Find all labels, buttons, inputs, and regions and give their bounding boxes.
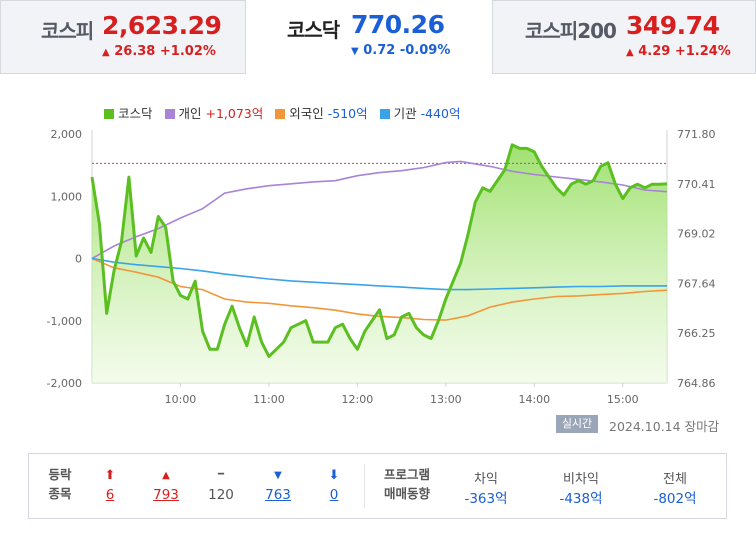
index-change: ▲ 26.38 +1.02% bbox=[102, 44, 216, 59]
x-tick-label: 14:00 bbox=[518, 393, 550, 406]
index-value: 349.74 bbox=[626, 11, 720, 40]
x-tick-label: 11:00 bbox=[253, 393, 285, 406]
y-right-tick-label: 770.41 bbox=[677, 178, 716, 191]
rise-count[interactable]: 793 bbox=[153, 487, 179, 503]
kosdaq-area bbox=[92, 144, 667, 383]
trade-date: 2024.10.14 bbox=[609, 419, 681, 434]
flat-icon: ━ bbox=[217, 469, 225, 480]
upper-limit-icon: ⬆ bbox=[104, 468, 116, 483]
program-arbitrage-header: 차익 bbox=[474, 472, 498, 487]
x-tick-label: 13:00 bbox=[430, 393, 462, 406]
y-right-tick-label: 767.64 bbox=[677, 277, 716, 290]
intraday-chart: 2,000 1,000 0 -1,000 -2,000 771.80 770.41 769.0… bbox=[47, 128, 716, 406]
program-label: 프로그램 매매동향 bbox=[383, 467, 430, 501]
flat-count[interactable]: 120 bbox=[208, 487, 234, 503]
y-left-tick-label: 2,000 bbox=[51, 128, 83, 141]
breadth-label: 등락 종목 bbox=[48, 467, 72, 501]
market-breadth-panel: 등락 종목 ⬆ 6 ▲ 793 ━ 120 ▼ 763 ⬇ 0 프로그램 매매동… bbox=[28, 453, 727, 519]
foreign-line bbox=[91, 257, 668, 321]
index-change: ▼ 0.72 -0.09% bbox=[351, 43, 451, 58]
tab-kospi[interactable]: 코스피 2,623.29 ▲ 26.38 +1.02% bbox=[0, 0, 246, 74]
legend-item-individual[interactable]: 개인 +1,073억 bbox=[164, 103, 263, 122]
y-right-tick-label: 769.02 bbox=[677, 228, 716, 241]
program-arbitrage-value: -363억 bbox=[464, 491, 508, 507]
panel-divider bbox=[364, 464, 365, 508]
legend-swatch bbox=[275, 109, 286, 119]
index-name: 코스닥 bbox=[287, 18, 340, 42]
y-right-tick-label: 771.80 bbox=[677, 128, 716, 141]
index-change: ▲ 4.29 +1.24% bbox=[626, 44, 731, 59]
index-value: 2,623.29 bbox=[102, 11, 222, 40]
upper-limit-count[interactable]: 6 bbox=[105, 487, 115, 503]
y-right-tick-label: 766.25 bbox=[677, 327, 716, 340]
institution-line bbox=[91, 257, 667, 291]
tab-kosdaq[interactable]: 코스닥 770.26 ▼ 0.72 -0.09% bbox=[246, 0, 492, 74]
legend-item-institution[interactable]: 기관 -440억 bbox=[379, 103, 460, 122]
y-right-tick-label: 764.86 bbox=[677, 377, 716, 390]
up-arrow-icon: ▲ bbox=[102, 47, 110, 58]
legend-swatch bbox=[379, 109, 390, 119]
program-nonarbitrage-value: -438억 bbox=[559, 491, 603, 507]
date-status: 2024.10.14 장마감 bbox=[609, 416, 719, 435]
lower-limit-icon: ⬇ bbox=[328, 468, 340, 483]
fall-icon: ▼ bbox=[274, 470, 282, 481]
legend-swatch bbox=[164, 109, 175, 119]
legend-item-foreign[interactable]: 외국인 -510억 bbox=[275, 103, 368, 122]
program-nonarbitrage-header: 비차익 bbox=[563, 472, 599, 487]
program-total-value: -802억 bbox=[653, 491, 697, 507]
lower-limit-count[interactable]: 0 bbox=[329, 487, 339, 503]
y-left-tick-label: 1,000 bbox=[51, 190, 83, 203]
realtime-button[interactable]: 실시간 bbox=[556, 415, 598, 433]
index-value: 770.26 bbox=[351, 10, 445, 39]
program-total-header: 전체 bbox=[663, 472, 687, 487]
legend-item-kosdaq[interactable]: 코스닥 bbox=[104, 103, 153, 122]
y-left-tick-label: -1,000 bbox=[47, 315, 82, 328]
index-name: 코스피 bbox=[41, 19, 94, 43]
tab-kospi200[interactable]: 코스피200 349.74 ▲ 4.29 +1.24% bbox=[492, 0, 756, 74]
fall-count[interactable]: 763 bbox=[265, 487, 291, 503]
up-arrow-icon: ▲ bbox=[626, 47, 634, 58]
market-status: 장마감 bbox=[684, 419, 720, 434]
individual-line bbox=[91, 160, 668, 260]
down-arrow-icon: ▼ bbox=[351, 46, 359, 57]
index-name: 코스피200 bbox=[525, 19, 617, 43]
x-tick-label: 15:00 bbox=[607, 393, 639, 406]
x-tick-label: 12:00 bbox=[342, 393, 374, 406]
rise-icon: ▲ bbox=[162, 470, 170, 481]
kosdaq-line bbox=[90, 143, 668, 358]
index-tabs: 코스피 2,623.29 ▲ 26.38 +1.02% 코스닥 770.26 ▼… bbox=[0, 0, 756, 74]
chart-legend: 코스닥 개인 +1,073억 외국인 -510억 기관 -440억 bbox=[104, 103, 468, 122]
x-tick-label: 10:00 bbox=[165, 393, 197, 406]
y-left-tick-label: -2,000 bbox=[47, 377, 82, 390]
legend-swatch bbox=[104, 109, 114, 119]
y-left-tick-label: 0 bbox=[75, 253, 82, 266]
